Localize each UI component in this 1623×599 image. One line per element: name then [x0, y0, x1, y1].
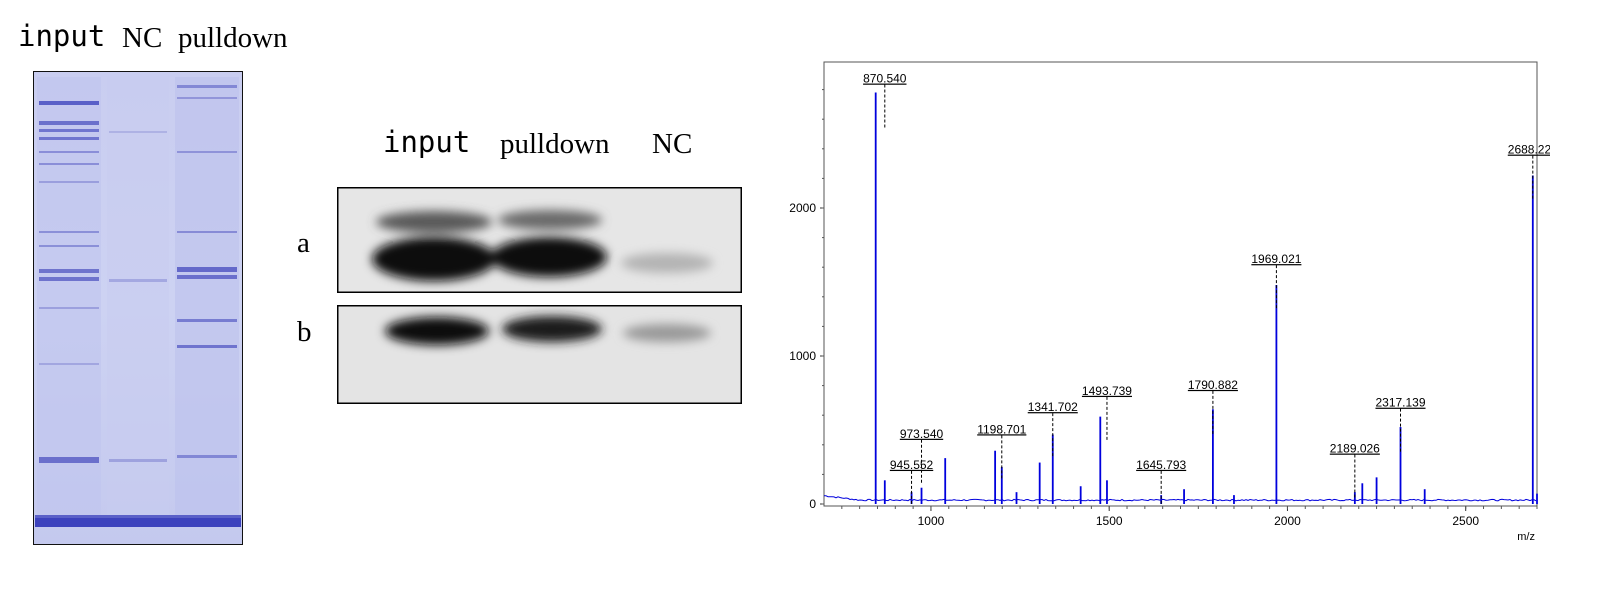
x-tick-label: 2000 [1274, 514, 1301, 528]
peak-label: 1493.739 [1082, 384, 1132, 398]
peak-label: 945.552 [890, 458, 934, 472]
x-axis-label: m/z [1517, 531, 1535, 543]
peak-label: 1341.702 [1028, 400, 1078, 414]
peak-label: 973.540 [900, 427, 944, 441]
x-tick-label: 1000 [918, 514, 945, 528]
spectrum-baseline [823, 495, 1537, 502]
gel-bands [35, 85, 241, 527]
peak-label: 870.540 [863, 72, 907, 86]
x-tick-label: 2500 [1452, 514, 1479, 528]
mass-spectrum-chart: 0 1000 2000 1000 1500 2000 2500 m/z 870.540 973.5… [789, 61, 1550, 543]
peak-label: 2189.026 [1330, 442, 1380, 456]
gel-lane-label-pulldown: pulldown [178, 22, 288, 54]
wb-row-label-b: b [297, 316, 312, 348]
peak-label: 2688.223 [1508, 143, 1550, 157]
wb-lane-label-pulldown: pulldown [500, 128, 610, 160]
western-blot-strip-a [337, 187, 742, 293]
gel-lane-label-input: input [18, 19, 106, 53]
y-tick-label: 0 [809, 497, 816, 511]
y-tick-label: 2000 [789, 201, 816, 215]
peak-label: 1790.882 [1188, 378, 1238, 392]
western-blot-strip-b [337, 305, 742, 404]
peak-label: 2317.139 [1375, 396, 1425, 410]
peak-label: 1645.793 [1136, 458, 1186, 472]
y-tick-label: 1000 [789, 349, 816, 363]
peak-label: 1969.021 [1251, 252, 1301, 266]
wb-lane-label-input: input [383, 125, 471, 159]
x-tick-label: 1500 [1096, 514, 1123, 528]
wb-lane-label-nc: NC [652, 128, 693, 160]
peak-label: 1198.701 [977, 422, 1026, 436]
coomassie-gel-image [33, 71, 243, 545]
gel-lane-label-nc: NC [122, 22, 163, 54]
wb-row-label-a: a [297, 227, 310, 259]
